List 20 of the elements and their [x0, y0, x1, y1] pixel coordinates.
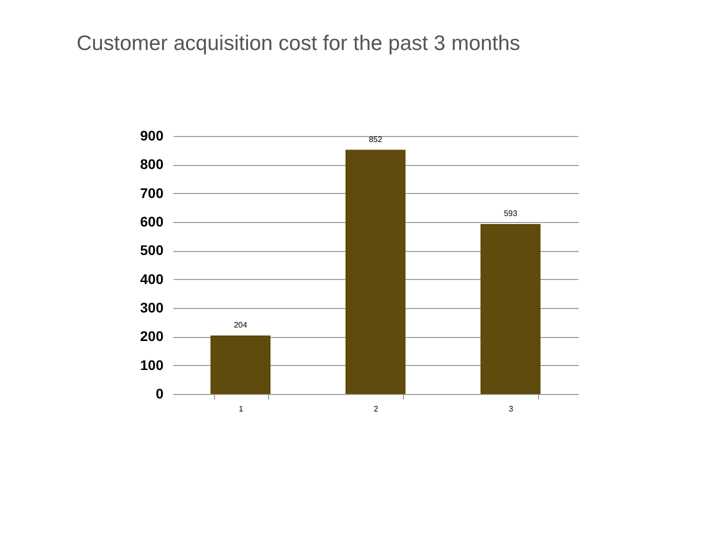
- bar: [210, 336, 270, 394]
- data-label: 852: [368, 134, 383, 144]
- y-tick-label: 200: [140, 328, 164, 344]
- y-tick-label: 600: [140, 214, 164, 230]
- y-tick-label: 800: [140, 156, 164, 172]
- bar: [346, 150, 406, 394]
- y-tick-label: 700: [140, 184, 164, 201]
- y-tick-label: 500: [140, 242, 164, 258]
- y-tick-label: 400: [140, 270, 164, 287]
- data-label: 593: [504, 209, 518, 218]
- x-tick-label: 1: [238, 404, 244, 414]
- data-label: 204: [234, 320, 248, 330]
- y-tick-label: 0: [156, 386, 164, 402]
- y-tick-label: 300: [140, 300, 164, 316]
- y-tick-label: 900: [140, 128, 164, 144]
- x-tick-label: 3: [508, 404, 514, 414]
- bar: [480, 224, 540, 394]
- y-tick-label: 100: [140, 356, 164, 373]
- chart-title: Customer acquisition cost for the past 3 months: [76, 32, 520, 55]
- x-tick-label: 2: [374, 404, 379, 414]
